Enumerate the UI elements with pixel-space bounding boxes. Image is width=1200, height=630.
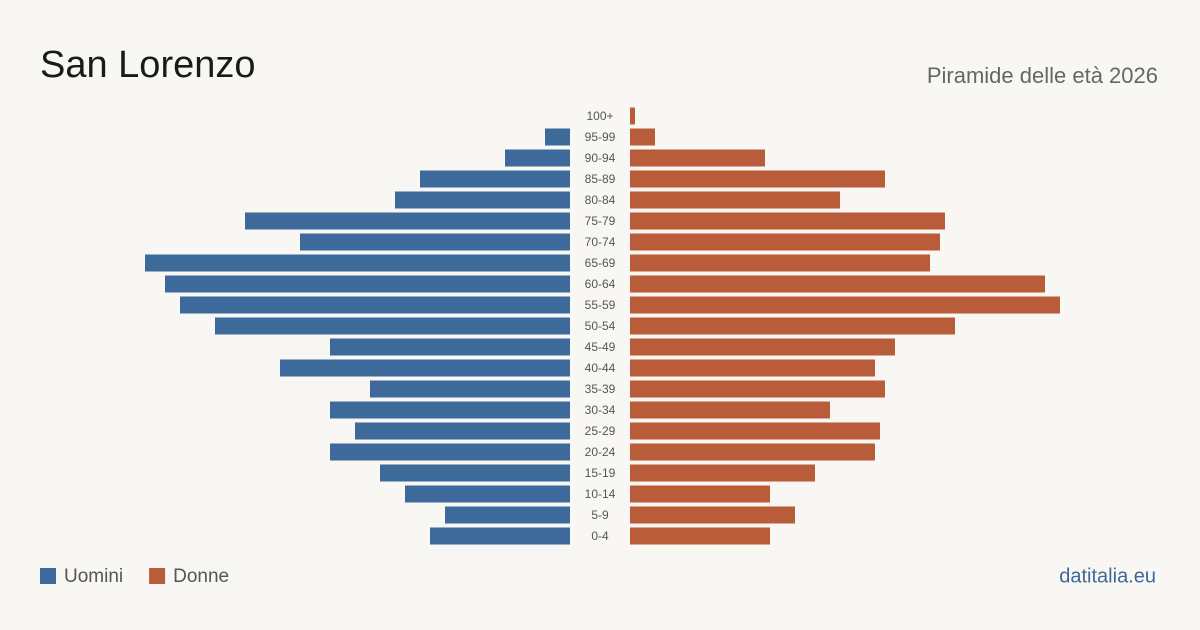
female-bar	[630, 191, 840, 209]
legend-swatch	[149, 568, 166, 584]
female-bar	[630, 233, 940, 251]
male-bar	[405, 485, 570, 503]
male-bar	[330, 401, 570, 419]
male-bar	[545, 128, 570, 146]
male-bar	[145, 254, 570, 272]
age-label: 60-64	[585, 277, 616, 291]
female-bar	[630, 128, 655, 146]
chart-title: San Lorenzo	[40, 44, 256, 86]
female-bar	[630, 527, 770, 545]
female-bar	[630, 464, 815, 482]
female-bar	[630, 506, 795, 524]
female-bar	[630, 107, 635, 125]
female-bar	[630, 401, 830, 419]
male-bar	[245, 212, 570, 230]
male-bar	[180, 296, 570, 314]
legend-label: Donne	[173, 566, 229, 587]
age-label: 50-54	[585, 319, 616, 333]
age-label: 55-59	[585, 298, 616, 312]
age-label: 100+	[586, 109, 613, 123]
age-label: 5-9	[591, 508, 609, 522]
female-bar	[630, 296, 1060, 314]
male-bar	[445, 506, 570, 524]
age-label: 10-14	[585, 487, 616, 501]
age-label: 95-99	[585, 130, 616, 144]
chart-subtitle: Piramide delle età 2026	[927, 63, 1158, 88]
female-bar	[630, 338, 895, 356]
male-bar	[430, 527, 570, 545]
female-bar	[630, 275, 1045, 293]
female-bar	[630, 170, 885, 188]
age-label: 30-34	[585, 403, 616, 417]
male-bar	[395, 191, 570, 209]
age-label: 35-39	[585, 382, 616, 396]
female-bar	[630, 254, 930, 272]
male-bar	[165, 275, 570, 293]
male-bar	[505, 149, 570, 167]
legend-label: Uomini	[64, 566, 123, 587]
female-bar	[630, 359, 875, 377]
male-bar	[420, 170, 570, 188]
male-bar	[280, 359, 570, 377]
age-label: 75-79	[585, 214, 616, 228]
age-label: 20-24	[585, 445, 616, 459]
female-bar	[630, 422, 880, 440]
female-bar	[630, 149, 765, 167]
female-bar	[630, 443, 875, 461]
age-label: 65-69	[585, 256, 616, 270]
male-bar	[330, 443, 570, 461]
legend-swatch	[40, 568, 56, 584]
age-label: 45-49	[585, 340, 616, 354]
source: datitalia.eu	[1059, 565, 1156, 587]
age-label: 90-94	[585, 151, 616, 165]
age-label: 85-89	[585, 172, 616, 186]
age-label: 40-44	[585, 361, 616, 375]
male-bar	[300, 233, 570, 251]
male-bar	[370, 380, 570, 398]
female-bar	[630, 380, 885, 398]
male-bar	[215, 317, 570, 335]
male-bar	[380, 464, 570, 482]
male-bar	[330, 338, 570, 356]
female-bar	[630, 317, 955, 335]
age-label: 15-19	[585, 466, 616, 480]
male-bar	[355, 422, 570, 440]
female-bar	[630, 485, 770, 503]
age-label: 25-29	[585, 424, 616, 438]
female-bar	[630, 212, 945, 230]
age-label: 0-4	[591, 529, 609, 543]
age-label: 70-74	[585, 235, 616, 249]
age-label: 80-84	[585, 193, 616, 207]
